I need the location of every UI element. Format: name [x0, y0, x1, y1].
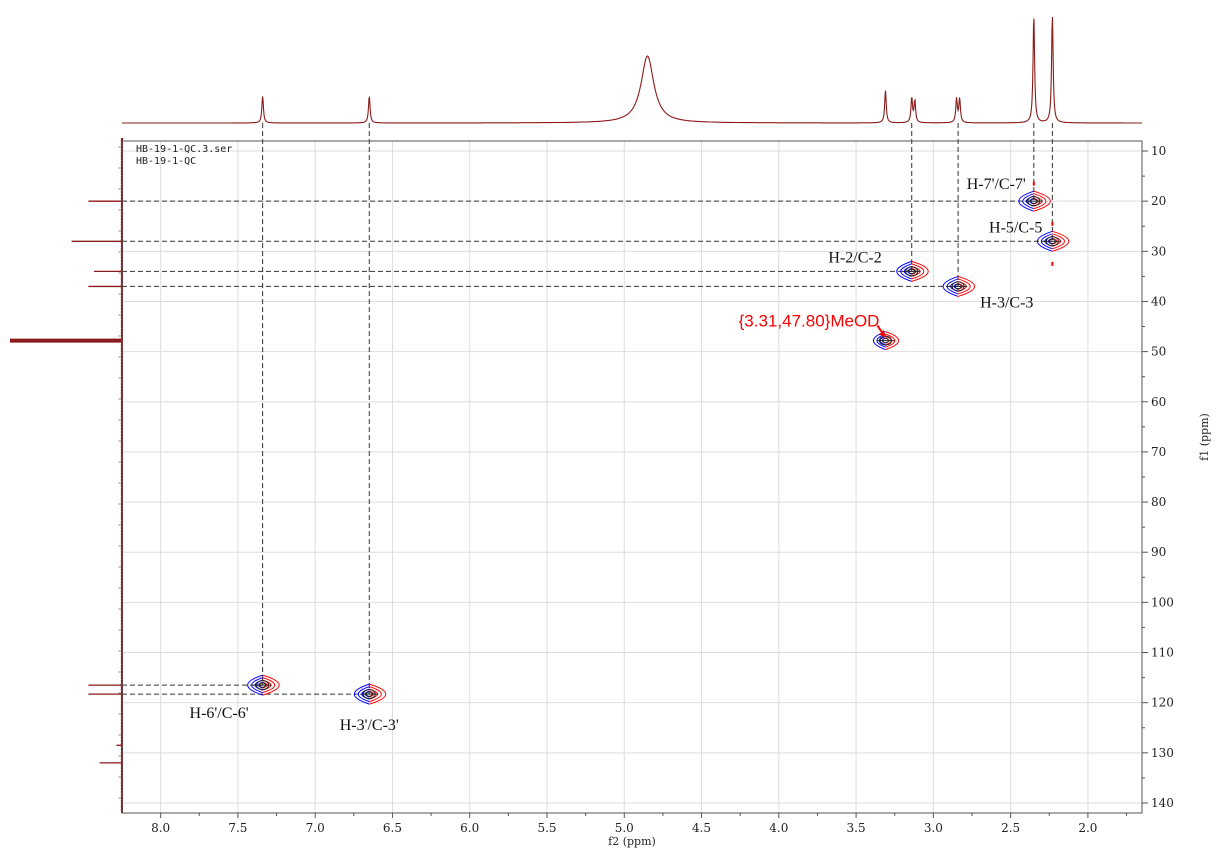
contour-positive: [957, 278, 971, 295]
cross-peak-label: H-3'/C-3': [340, 717, 399, 734]
x-tick-label: 5.5: [537, 821, 556, 835]
x-tick-label: 8.0: [151, 821, 170, 835]
x-tick-label: 3.0: [924, 821, 943, 835]
y-tick-label: 50: [1151, 345, 1166, 359]
contour-negative: [1040, 233, 1053, 250]
contour-negative: [1036, 230, 1053, 252]
cross-peak: [353, 683, 387, 705]
solvent-peak-label: {3.31,47.80}MeOD: [739, 312, 880, 331]
y-tick-label: 20: [1151, 194, 1166, 208]
y-tick-label: 100: [1151, 595, 1174, 609]
cross-peak: [247, 674, 280, 696]
plot-frame: [121, 140, 1143, 814]
contour-positive: [369, 686, 382, 703]
noise-speck: [1032, 181, 1035, 186]
dataset-label: HB-19-1-QC.3.ser: [136, 144, 232, 155]
x-tick-label: 2.5: [1001, 821, 1020, 835]
x-tick-label: 3.5: [847, 821, 866, 835]
cross-peak-label: H-3/C-3: [980, 294, 1033, 311]
y-tick-label: 80: [1151, 495, 1166, 509]
contour-negative: [357, 686, 370, 703]
cross-peak: [1036, 230, 1070, 252]
contour-positive: [885, 333, 896, 348]
projections: [10, 16, 1142, 813]
solvent-cross-peak: [872, 331, 900, 351]
grid: [122, 141, 1142, 813]
y-tick-label: 120: [1151, 696, 1174, 710]
contour-positive: [911, 263, 925, 280]
cross-peak-label: H-2/C-2: [828, 249, 881, 266]
contour-positive: [262, 677, 276, 694]
contour-negative: [1018, 190, 1034, 212]
contour-positive: [262, 674, 280, 696]
x-tick-label: 4.0: [769, 821, 788, 835]
y-tick-label: 70: [1151, 445, 1166, 459]
y-tick-label: 130: [1151, 746, 1174, 760]
solvent-arrow-head: [879, 329, 887, 338]
x-axis-title: f2 (ppm): [608, 835, 656, 848]
cross-peak-label: H-5/C-5: [989, 219, 1042, 236]
contour-negative: [251, 677, 263, 694]
contour-negative: [353, 683, 370, 705]
y-tick-label: 140: [1151, 796, 1174, 810]
cross-peaks: [247, 181, 1070, 705]
contour-positive: [1052, 230, 1070, 252]
contour-positive: [885, 331, 900, 351]
contour-positive: [369, 683, 387, 705]
contour-positive: [957, 275, 976, 297]
contour-negative: [900, 263, 912, 280]
dataset-label: HB-19-1-QC: [136, 156, 196, 167]
x-tick-label: 7.0: [306, 821, 325, 835]
x-tick-label: 4.5: [692, 821, 711, 835]
cross-peak-label: H-7'/C-7': [967, 176, 1026, 193]
cross-peak: [1018, 190, 1051, 212]
noise-speck: [1051, 221, 1054, 226]
x-tick-label: 6.5: [383, 821, 402, 835]
cross-peak-label: H-6'/C-6': [190, 705, 249, 722]
y-tick-label: 10: [1151, 144, 1166, 158]
x-tick-label: 5.0: [615, 821, 634, 835]
noise-speck: [1051, 261, 1054, 266]
contour-positive: [1033, 190, 1051, 212]
contour-negative: [247, 674, 263, 696]
y-tick-label: 30: [1151, 244, 1166, 258]
contour-negative: [896, 260, 912, 282]
contour-positive: [1052, 233, 1065, 250]
cross-peak: [896, 260, 929, 282]
f2-projection-trace: [122, 16, 1142, 124]
contour-positive: [911, 260, 929, 282]
contour-negative: [942, 275, 959, 297]
x-tick-label: 2.0: [1078, 821, 1097, 835]
y-tick-label: 60: [1151, 395, 1166, 409]
axes: 8.0 7.5 7.0 6.5 6.0 5.5 5.0 4.5 4.0 3.5 3.0 2.5 2.0 1…: [151, 144, 1211, 848]
cross-peak: [942, 275, 976, 297]
y-tick-label: 40: [1151, 294, 1166, 308]
assignment-guides: [122, 123, 1053, 695]
contour-negative: [1022, 193, 1034, 210]
y-axis-title: f1 (ppm): [1198, 413, 1211, 461]
x-tick-label: 6.0: [460, 821, 479, 835]
contour-negative: [946, 278, 959, 295]
x-tick-label: 7.5: [228, 821, 247, 835]
contour-positive: [1033, 193, 1047, 210]
y-tick-label: 110: [1151, 646, 1174, 660]
y-tick-label: 90: [1151, 545, 1166, 559]
